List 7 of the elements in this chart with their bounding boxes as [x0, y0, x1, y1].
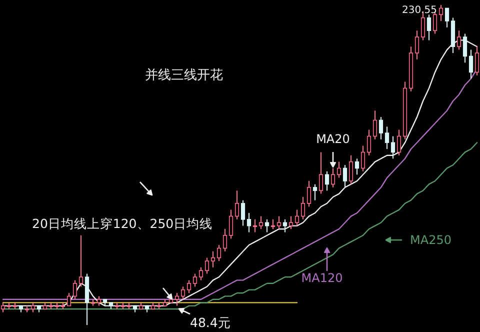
annotation: 并线三线开花 — [145, 68, 223, 83]
series-name: MA250 — [410, 233, 452, 247]
series-name: MA120 — [301, 271, 343, 285]
series-name: MA20 — [316, 132, 350, 146]
annotation: 48.4元 — [190, 315, 231, 330]
annotation: 230.55 — [402, 5, 437, 16]
annotation: 20日均线上穿120、250日均线 — [32, 216, 213, 231]
